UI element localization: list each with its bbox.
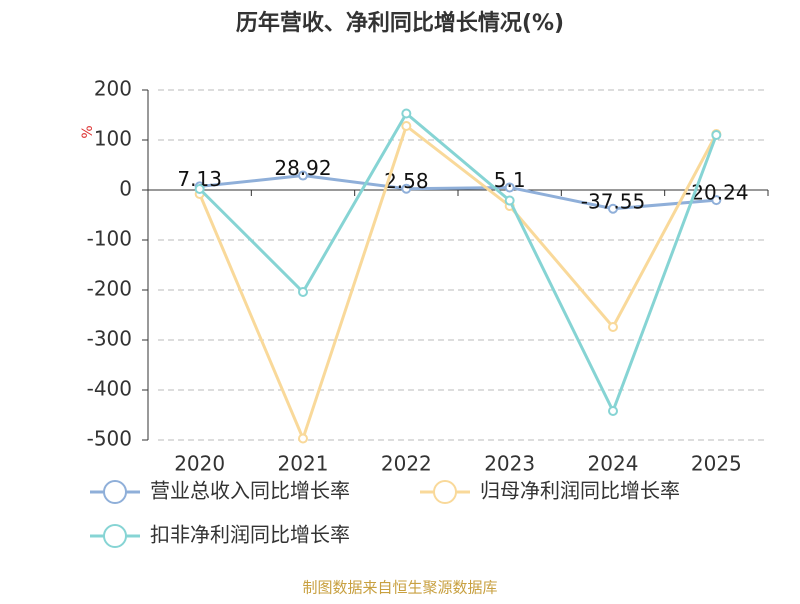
data-point	[608, 406, 618, 416]
y-tick-label: -100	[87, 227, 132, 251]
data-point	[401, 121, 412, 131]
data-point	[711, 195, 722, 206]
data-point	[194, 184, 205, 194]
y-tick-label: -400	[87, 377, 132, 401]
x-tick-label: 2024	[588, 452, 639, 476]
data-point	[298, 170, 308, 181]
legend-label: 归母净利润同比增长率	[480, 479, 680, 503]
data-point	[401, 108, 412, 119]
data-label: 28.92	[274, 156, 331, 180]
y-tick-label: 100	[94, 127, 132, 151]
y-tick-label: -200	[87, 277, 132, 301]
data-label: -37.55	[581, 189, 645, 213]
data-point	[401, 183, 412, 194]
data-point	[504, 182, 515, 193]
data-point	[504, 195, 515, 206]
data-point	[608, 203, 618, 214]
series-line	[198, 123, 718, 443]
legend-label: 营业总收入同比增长率	[150, 479, 350, 503]
y-tick-label: 200	[94, 77, 132, 101]
source-note: 制图数据来自恒生聚源数据库	[302, 579, 497, 597]
data-point	[298, 287, 308, 297]
legend-label: 扣非净利润同比增长率	[150, 523, 350, 547]
x-tick-label: 2022	[381, 452, 432, 476]
legend-symbol	[103, 524, 127, 548]
series-line	[198, 111, 718, 415]
x-tick-label: 2020	[174, 452, 225, 476]
data-point	[711, 130, 722, 140]
x-tick-label: 2021	[278, 452, 329, 476]
data-label: 5.1	[494, 168, 526, 192]
data-point	[298, 433, 308, 444]
y-axis-label: %	[80, 125, 96, 138]
legend-symbol	[103, 480, 127, 504]
y-tick-label: -500	[87, 427, 132, 451]
y-tick-label: -300	[87, 327, 132, 351]
chart-title: 历年营收、净利同比增长情况(%)	[236, 10, 564, 36]
legend-symbol	[433, 480, 457, 504]
series-line	[199, 174, 717, 211]
data-point	[608, 322, 618, 332]
x-tick-label: 2023	[484, 452, 535, 476]
y-tick-label: 0	[119, 177, 132, 201]
x-tick-label: 2025	[691, 452, 742, 476]
